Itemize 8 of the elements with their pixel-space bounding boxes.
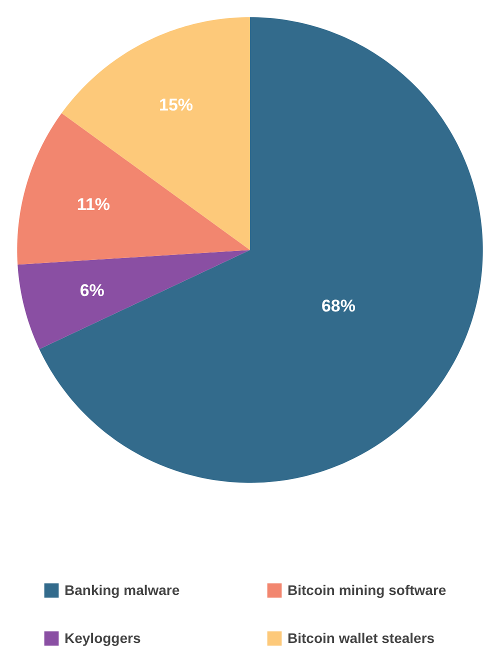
data-label: 6% xyxy=(80,281,104,300)
legend-label: Bitcoin wallet stealers xyxy=(288,630,436,646)
legend-label: Bitcoin mining software xyxy=(288,582,448,598)
legend-label: Keyloggers xyxy=(64,630,142,646)
data-label: 68% xyxy=(321,296,356,316)
data-label: 15% xyxy=(158,95,194,114)
data-label: 11% xyxy=(76,195,110,214)
legend-label: Banking malware xyxy=(64,582,181,598)
